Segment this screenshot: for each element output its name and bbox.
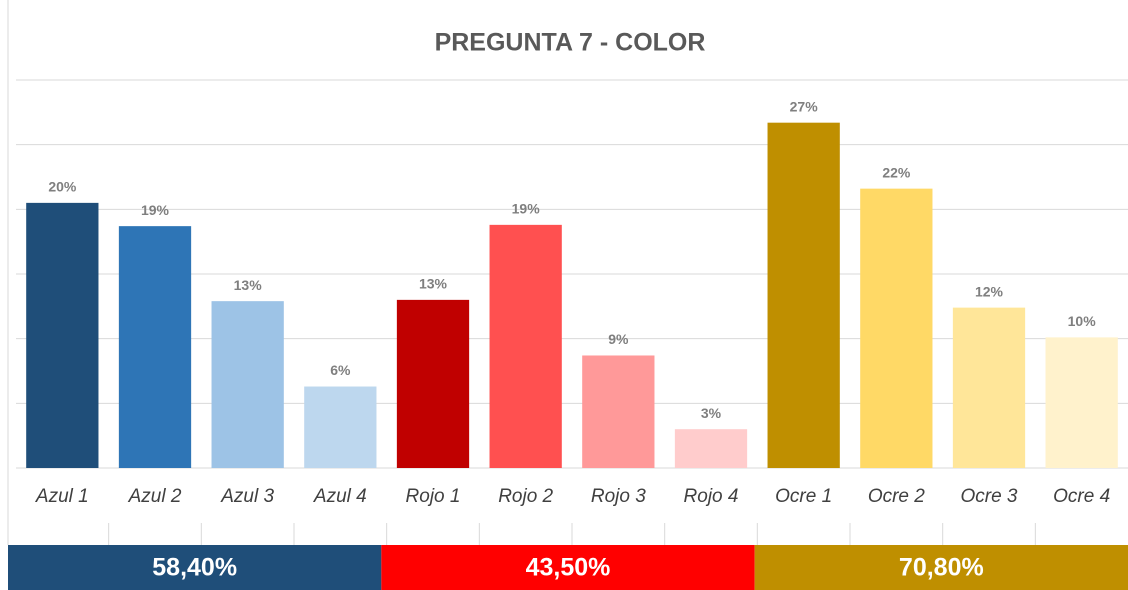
data-label: 19% <box>141 202 170 218</box>
data-label: 13% <box>234 277 263 293</box>
x-tick-label: Azul 1 <box>35 486 89 507</box>
chart-title: PREGUNTA 7 - COLOR <box>435 29 706 57</box>
bar <box>304 386 377 468</box>
group-banner <box>754 545 1128 590</box>
bar <box>674 429 748 468</box>
x-tick-label: Azul 4 <box>313 486 367 507</box>
data-label: 22% <box>882 164 911 180</box>
bar <box>211 301 284 468</box>
data-label: 10% <box>1068 313 1097 329</box>
bar <box>118 226 192 468</box>
bar <box>952 307 1026 468</box>
bar <box>1045 337 1118 468</box>
bar <box>396 299 470 468</box>
data-label: 20% <box>48 179 77 195</box>
data-label: 13% <box>419 276 448 292</box>
data-label: 27% <box>790 98 819 114</box>
data-label: 6% <box>330 362 351 378</box>
data-label: 19% <box>512 201 541 217</box>
group-banner <box>381 545 755 590</box>
bar <box>860 188 933 468</box>
x-tick-label: Azul 3 <box>220 486 274 507</box>
bar <box>582 355 655 468</box>
x-tick-label: Rojo 4 <box>684 486 739 507</box>
x-tick-label: Ocre 1 <box>775 486 832 507</box>
bar <box>767 122 840 469</box>
x-tick-label: Ocre 4 <box>1053 486 1110 507</box>
bar <box>489 224 562 468</box>
group-total: 58,40% <box>152 554 237 582</box>
group-total: 70,80% <box>899 554 984 582</box>
x-tick-label: Ocre 3 <box>960 486 1017 507</box>
x-tick-label: Azul 2 <box>128 486 182 507</box>
data-label: 12% <box>975 283 1004 299</box>
group-total: 43,50% <box>526 554 611 582</box>
bar <box>26 202 99 468</box>
x-tick-label: Rojo 3 <box>591 486 646 507</box>
data-label: 9% <box>608 331 629 347</box>
data-label: 3% <box>701 405 722 421</box>
x-tick-label: Rojo 1 <box>406 486 461 507</box>
x-tick-label: Ocre 2 <box>868 486 925 507</box>
group-banner <box>8 545 382 590</box>
x-tick-label: Rojo 2 <box>498 486 553 507</box>
